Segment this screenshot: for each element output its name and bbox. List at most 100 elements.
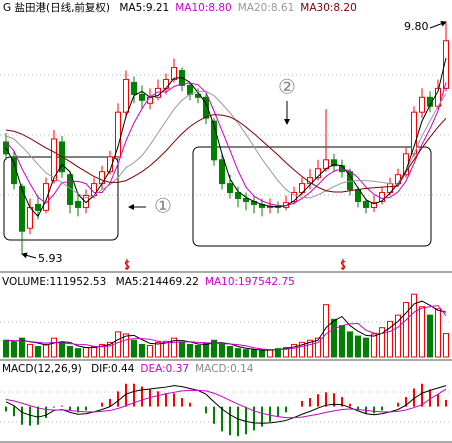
price-header: G 盐田港(日线,前复权) MA5:9.21 MA10:8.80 MA20:8.61…	[3, 1, 357, 14]
candle-body	[379, 192, 385, 202]
volume-bar	[131, 339, 137, 358]
legend-entry: MA10:197542.75	[205, 276, 295, 288]
low-label: 5.93	[38, 252, 63, 265]
candle-body	[419, 96, 425, 113]
legend-entry: MACD:0.14	[195, 363, 254, 375]
indicator-line	[5, 304, 447, 351]
volume-bar	[3, 339, 9, 358]
volume-bar	[347, 331, 353, 358]
volume-bar	[171, 337, 177, 358]
indicator-line	[5, 57, 447, 218]
volume-bar	[379, 327, 385, 358]
volume-bar	[235, 348, 241, 358]
volume-title: VOLUME:111952.53	[2, 276, 106, 288]
arrow	[21, 252, 37, 259]
candle-body	[291, 192, 297, 202]
candle-body	[35, 203, 41, 211]
volume-bar	[27, 343, 33, 358]
candle-body	[227, 183, 233, 194]
volume-bar	[147, 344, 153, 358]
volume-bar	[107, 341, 113, 358]
volume-bar	[419, 306, 425, 358]
legend-entry: MA5:214469.22	[116, 276, 199, 288]
candle-body	[27, 206, 33, 229]
volume-bar	[75, 348, 81, 358]
candle-body	[355, 189, 361, 202]
legend: MA5:9.21 MA10:8.80 MA20:8.61 MA30:8.20	[119, 2, 356, 14]
candle-body	[427, 96, 433, 107]
volume-bar	[11, 341, 17, 358]
volume-bar	[123, 333, 129, 358]
candle-body	[363, 200, 369, 208]
candle-body	[211, 120, 217, 161]
candle-body	[331, 159, 337, 167]
volume-bar	[299, 341, 305, 358]
volume-bar	[371, 333, 377, 358]
legend-entry: DIF:0.44	[91, 363, 135, 375]
indicator-line	[5, 82, 447, 207]
volume-bar	[51, 337, 57, 358]
candle-body	[131, 81, 137, 95]
candle-body	[163, 78, 169, 89]
candle-body	[243, 197, 249, 202]
indicator-line	[5, 114, 447, 193]
volume-bar	[227, 346, 233, 358]
volume-bar	[179, 341, 185, 358]
volume-bar	[187, 343, 193, 358]
volume-bar	[203, 342, 209, 358]
volume-bar	[275, 348, 281, 358]
volume-bar	[91, 346, 97, 358]
candle-body	[147, 96, 153, 104]
macd-header: MACD(12,26,9) DIF:0.44 DEA:0.37 MACD:0.14	[2, 363, 254, 375]
indicator-line	[5, 300, 447, 351]
legend-entry: MA30:8.20	[300, 2, 357, 14]
high-label: 9.80	[404, 20, 429, 33]
volume-bar	[219, 343, 225, 358]
annotation: ①	[154, 194, 172, 218]
signal-icon	[124, 259, 346, 270]
volume-bar	[243, 349, 249, 358]
macd-title: MACD(12,26,9)	[2, 363, 82, 375]
indicator-line	[5, 388, 447, 419]
volume-bar	[411, 293, 417, 358]
candle-body	[83, 195, 89, 208]
indicator-line	[5, 90, 447, 199]
candle-body	[43, 183, 49, 211]
indicator-line	[5, 385, 447, 424]
volume-bar	[259, 350, 265, 358]
candle-body	[19, 186, 25, 232]
volume-bar	[19, 337, 25, 358]
candle-body	[75, 200, 81, 208]
volume-bar	[267, 349, 273, 358]
volume-bar	[395, 314, 401, 358]
volume-bar	[355, 335, 361, 358]
volume-bar	[43, 343, 49, 358]
volume-bar	[35, 346, 41, 358]
legend-entry: MA20:8.61	[238, 2, 295, 14]
legend-entry: MA10:8.80	[175, 2, 232, 14]
volume-bar	[331, 318, 337, 358]
volume-bar	[283, 347, 289, 358]
candle-body	[115, 111, 121, 158]
candle-body	[171, 67, 177, 80]
volume-bar	[339, 325, 345, 358]
legend-entry: MA5:9.21	[119, 2, 169, 14]
volume-bar	[435, 308, 441, 358]
candle-body	[187, 84, 193, 95]
annotation: ②	[278, 75, 296, 99]
legend: DIF:0.44 DEA:0.37 MACD:0.14	[91, 363, 254, 375]
legend: MA5:214469.22 MA10:197542.75	[116, 276, 295, 288]
candle-body	[123, 78, 129, 113]
volume-bar	[83, 347, 89, 358]
candle-body	[51, 138, 57, 182]
volume-bar	[67, 346, 73, 358]
volume-bar	[251, 349, 257, 358]
volume-bar	[427, 314, 433, 358]
volume-bar	[291, 343, 297, 358]
candle-body	[235, 192, 241, 199]
volume-bar	[443, 333, 449, 358]
candle-body	[203, 96, 209, 119]
volume-bar	[139, 343, 145, 358]
